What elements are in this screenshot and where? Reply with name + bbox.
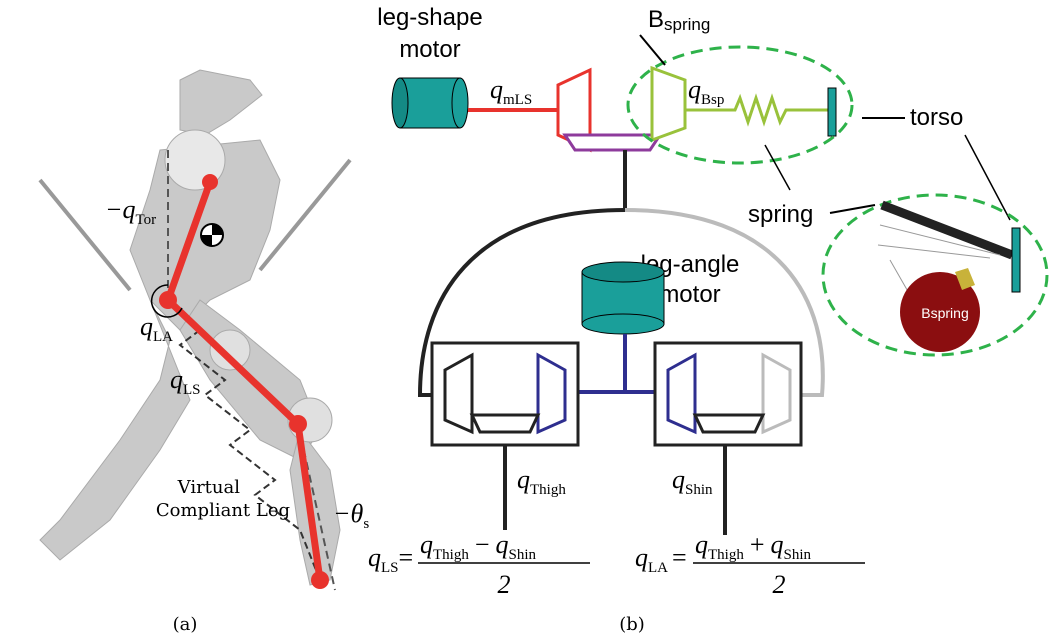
figure: −qTor qLA qLS −θs Virtual Compliant Leg … [0,0,1058,638]
spring-inset [823,195,1047,355]
label-q-bsp: qBsp [688,75,724,108]
arrow [765,145,790,190]
torso-mount [828,88,836,136]
formula-denominator: 2 [773,570,786,599]
label-q-ls: qLS [170,365,201,398]
motor-label: motor [659,281,720,308]
label-q-shin: qShin [672,465,713,498]
formula-denominator: 2 [498,570,511,599]
spring-label: spring [748,201,813,228]
virtual-leg-label: Virtual [177,477,241,498]
arrow [640,35,665,65]
formula-numerator: qThigh−qShin [420,530,537,563]
formula: qLS= [368,543,413,576]
label-q-thigh: qThigh [517,465,566,498]
motor-label: motor [399,36,460,63]
leg-angle-motor [582,262,664,334]
b-spring-label: Bspring [648,6,710,34]
formula-numerator: qThigh+qShin [695,530,812,563]
label-q-mls: qmLS [490,75,532,108]
arrow [965,135,1010,220]
label-theta-s: −θs [333,499,369,532]
torso-label: torso [910,104,963,131]
gear [652,68,685,140]
formula: qLA= [635,543,687,576]
caption: (b) [619,614,645,635]
motor-label: leg-shape [377,4,482,31]
leg-shape-motor [392,78,468,128]
virtual-leg-label: Compliant Leg [156,500,290,521]
badge-label: Bspring [921,305,968,321]
caption: (a) [173,614,198,635]
